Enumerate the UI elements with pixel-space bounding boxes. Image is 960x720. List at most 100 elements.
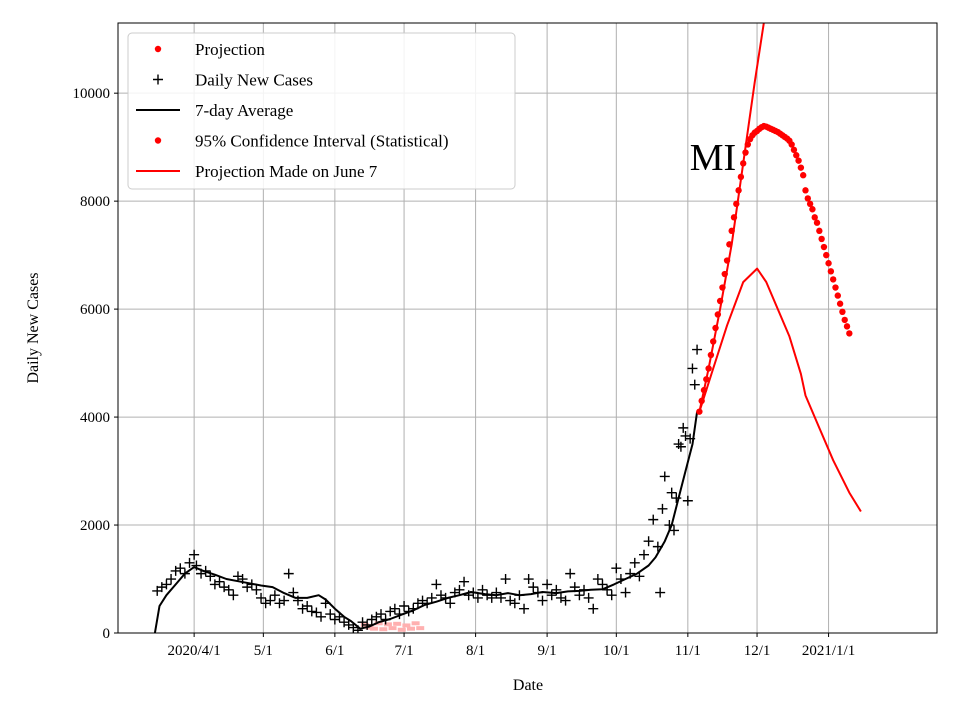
daily-case-point — [214, 576, 225, 587]
projection-point — [700, 386, 708, 394]
daily-case-point — [191, 560, 202, 571]
faded-projection-mark — [411, 621, 420, 626]
daily-case-point — [431, 579, 442, 590]
daily-case-point — [394, 609, 405, 620]
daily-case-point — [537, 595, 548, 606]
projection-point — [707, 351, 715, 359]
daily-case-point — [306, 606, 317, 617]
x-tick-label: 2021/1/1 — [802, 643, 855, 659]
projection-point — [726, 241, 733, 248]
projection-point — [737, 173, 745, 181]
y-tick-label: 4000 — [80, 410, 110, 426]
daily-case-point — [352, 625, 363, 633]
daily-case-point — [189, 549, 200, 560]
x-axis-ticks: 2020/4/1 5/1 6/1 7/1 8/1 9/1 10/1 11/1 12/1 2021/… — [167, 633, 855, 659]
projection-point — [813, 219, 821, 226]
daily-case-point — [491, 587, 502, 598]
x-tick-label: 8/1 — [466, 643, 485, 659]
daily-case-point — [551, 584, 562, 595]
daily-case-point — [311, 607, 322, 618]
daily-case-point — [283, 568, 294, 579]
daily-case-point — [634, 571, 645, 582]
daily-case-point — [477, 584, 488, 595]
legend-label: Projection Made on June 7 — [195, 162, 378, 181]
x-tick-label: 6/1 — [325, 643, 344, 659]
x-tick-label: 11/1 — [675, 643, 701, 659]
daily-case-point — [376, 609, 387, 620]
y-tick-label: 6000 — [80, 302, 110, 318]
faded-projection-mark — [370, 626, 379, 631]
series-group-scatter — [152, 344, 703, 633]
daily-case-point — [692, 344, 703, 355]
projection-point — [696, 408, 703, 415]
projection-point — [728, 227, 735, 235]
daily-case-point — [166, 574, 177, 585]
x-tick-label: 5/1 — [254, 643, 273, 659]
projection-point — [795, 157, 802, 164]
daily-case-point — [175, 563, 186, 574]
series-layer — [152, 23, 862, 633]
projection-point — [723, 257, 731, 264]
daily-case-point — [574, 590, 585, 601]
daily-case-point — [161, 579, 172, 590]
faded-projection-mark — [416, 626, 425, 631]
daily-case-point — [519, 603, 530, 614]
daily-case-point — [454, 584, 465, 595]
daily-case-point — [205, 571, 216, 582]
daily-case-point — [316, 611, 327, 622]
daily-case-point — [682, 495, 693, 506]
daily-case-point — [246, 579, 257, 590]
daily-case-point — [472, 592, 483, 603]
daily-case-point — [583, 592, 594, 603]
projection-point — [719, 284, 726, 291]
daily-case-point — [514, 590, 525, 601]
daily-case-point — [279, 595, 290, 606]
daily-case-point — [569, 582, 580, 593]
daily-case-point — [325, 609, 336, 620]
projection-point — [721, 270, 728, 278]
daily-case-point — [532, 587, 543, 598]
daily-case-point — [597, 579, 608, 590]
legend-label: Projection — [195, 40, 265, 59]
faded-projection-mark — [388, 626, 397, 631]
faded-projection-mark — [383, 622, 392, 627]
daily-case-point — [320, 598, 331, 609]
projection-point — [820, 243, 828, 251]
daily-case-point — [678, 422, 689, 433]
x-tick-label: 2020/4/1 — [167, 643, 220, 659]
plot-series — [152, 23, 862, 633]
daily-case-point — [668, 525, 679, 536]
projection-point — [802, 187, 809, 194]
projection-point — [825, 260, 832, 267]
projection-point — [829, 276, 837, 283]
projection-point — [846, 330, 853, 337]
projection-point — [832, 284, 839, 291]
daily-case-point — [228, 590, 239, 601]
daily-case-point — [523, 574, 534, 585]
projection-point — [806, 200, 814, 208]
projection-point — [823, 251, 830, 259]
projection-point — [716, 297, 724, 305]
legend: Projection Daily New Cases 7-day Average 95… — [127, 32, 516, 190]
legend-label: 7-day Average — [195, 101, 293, 120]
daily-case-point — [362, 619, 373, 630]
daily-case-point — [389, 603, 400, 614]
daily-case-point — [223, 584, 234, 595]
daily-case-point — [687, 363, 698, 374]
series-line-7-day-average — [153, 411, 699, 633]
series-group-line-black — [153, 411, 699, 633]
daily-case-point — [615, 574, 626, 585]
daily-case-point — [500, 574, 511, 585]
daily-case-point — [292, 595, 303, 606]
daily-case-point — [560, 595, 571, 606]
plot-frame — [117, 22, 938, 634]
daily-case-point — [288, 587, 299, 598]
daily-case-point — [486, 592, 497, 603]
projection-point — [740, 160, 747, 167]
projection-point — [744, 141, 752, 148]
daily-case-point — [237, 574, 248, 585]
series-group-dots — [696, 122, 853, 415]
daily-case-point — [440, 592, 451, 603]
state-annotation: MI — [690, 137, 736, 179]
